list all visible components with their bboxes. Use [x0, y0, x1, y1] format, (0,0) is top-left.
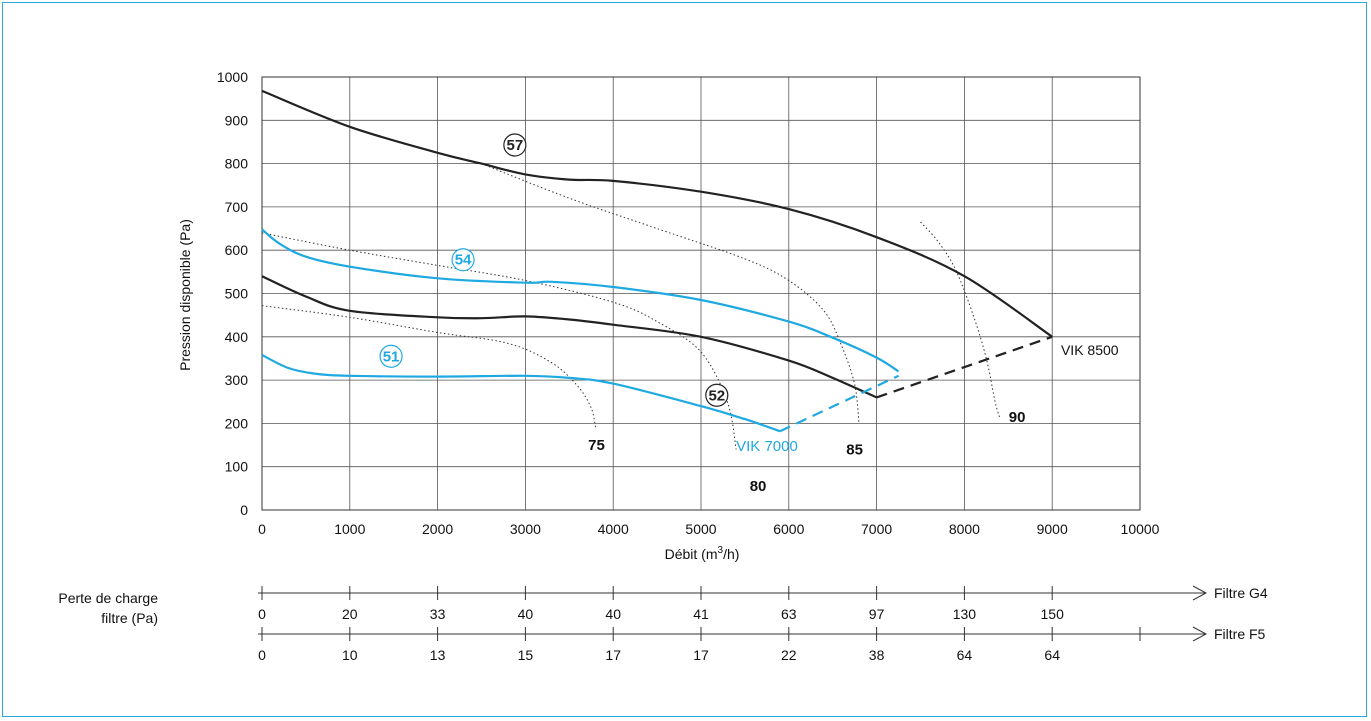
y-tick-label: 1000	[217, 69, 248, 85]
plot-area-border	[261, 76, 1141, 511]
x-tick-label: 5000	[685, 521, 716, 537]
curve-id-label: 54	[455, 252, 472, 269]
curve-labels: 57 54 52 51 75 80 85 90 VIK 8500 VIK 7000	[379, 133, 1119, 495]
y-tick-label: 0	[240, 502, 248, 518]
filter-value: 22	[781, 647, 797, 663]
y-tick-label: 800	[225, 156, 249, 172]
y-tick-label: 100	[225, 459, 249, 475]
grid	[261, 76, 1141, 511]
filter-value: 0	[258, 606, 266, 622]
iso-label-80: 80	[750, 478, 767, 495]
fan-curve-51	[261, 354, 781, 433]
curve-id-circle	[503, 133, 527, 157]
curve-id-circle	[705, 383, 729, 407]
y-axis-title: Pression disponible (Pa)	[177, 219, 193, 371]
iso-curve-90	[920, 221, 1000, 418]
operating-line	[779, 374, 900, 433]
iso-curve-75	[261, 305, 597, 428]
fan-label-vik8500: VIK 8500	[1061, 342, 1119, 358]
filter-value: 0	[258, 647, 266, 663]
filter-value: 33	[430, 606, 446, 622]
x-tick-label: 9000	[1037, 521, 1068, 537]
filter-title-line2: filtre (Pa)	[101, 610, 158, 626]
curve-id-label: 51	[383, 348, 400, 365]
filter-value: 63	[781, 606, 797, 622]
fan-curve-54	[261, 228, 900, 373]
filter-value: 17	[693, 647, 709, 663]
x-tick-label: 4000	[598, 521, 629, 537]
filter-axis-arrow	[1192, 626, 1208, 642]
filter-value: 41	[693, 606, 709, 622]
x-tick-label: 6000	[773, 521, 804, 537]
fan-curve-57	[261, 89, 1053, 338]
x-tick-label: 7000	[861, 521, 892, 537]
operating-line	[876, 335, 1053, 399]
filter-value: 13	[430, 647, 446, 663]
filter-axis-arrow	[1192, 585, 1208, 601]
iso-label-75: 75	[588, 437, 605, 454]
curve-id-label: 57	[507, 137, 524, 154]
filter-value: 97	[869, 606, 885, 622]
x-tick-label: 2000	[422, 521, 453, 537]
y-tick-label: 700	[225, 199, 249, 215]
fan-label-vik7000: VIK 7000	[736, 438, 798, 455]
x-tick-label: 1000	[334, 521, 365, 537]
x-tick-label: 0	[258, 521, 266, 537]
iso-label-85: 85	[846, 441, 863, 458]
filter-value: 15	[518, 647, 534, 663]
filter-value: 64	[1044, 647, 1060, 663]
filter-value: 64	[957, 647, 973, 663]
filter-value: 150	[1041, 606, 1065, 622]
y-tick-label: 400	[225, 329, 249, 345]
filter-value: 10	[342, 647, 358, 663]
x-tick-label: 10000	[1121, 521, 1160, 537]
filter-title-line1: Perte de charge	[58, 590, 158, 606]
x-tick-label: 8000	[949, 521, 980, 537]
filter-value: 20	[342, 606, 358, 622]
iso-curve-80	[261, 232, 737, 450]
curve-id-circle	[379, 344, 403, 368]
y-tick-label: 900	[225, 112, 249, 128]
filter-value: 17	[605, 647, 621, 663]
filter-value: 40	[518, 606, 534, 622]
filter-value: 38	[869, 647, 885, 663]
x-tick-label: 3000	[510, 521, 541, 537]
y-tick-label: 200	[225, 415, 249, 431]
fan-curves	[261, 89, 1053, 433]
y-tick-label: 600	[225, 242, 249, 258]
curve-id-circle	[451, 248, 475, 272]
iso-curves	[261, 163, 1000, 450]
filter-axis-label: Filtre F5	[1214, 626, 1266, 642]
y-tick-label: 500	[225, 286, 249, 302]
filter-value: 130	[953, 606, 977, 622]
fan-curve-52	[261, 275, 878, 399]
filter-value: 40	[605, 606, 621, 622]
filter-axis-label: Filtre G4	[1214, 585, 1268, 601]
x-axis-title: Débit (m3/h)	[665, 545, 740, 562]
filter-axes: Perte de charge filtre (Pa) Filtre G4 0 20 33…	[58, 585, 1268, 663]
y-tick-label: 300	[225, 372, 249, 388]
axes: 0 1000 2000 3000 4000 5000 6000 7000 8000 9000 100…	[177, 69, 1160, 562]
iso-label-90: 90	[1009, 409, 1026, 426]
curve-id-label: 52	[708, 387, 725, 404]
